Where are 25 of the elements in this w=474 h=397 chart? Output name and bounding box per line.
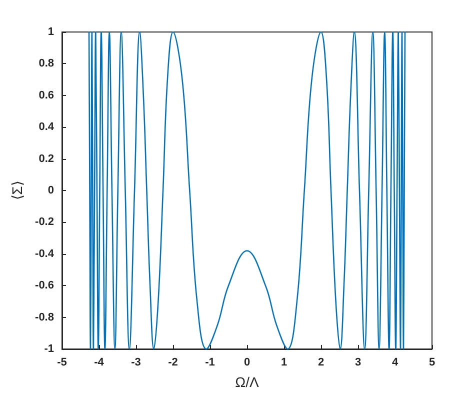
y-tick-label: 0.2 [38, 152, 54, 165]
line-series [88, 31, 406, 350]
y-axis-title: ⟨Σ⟩ [9, 181, 25, 200]
y-tick-label: -0.4 [35, 248, 55, 260]
x-tick-label: 3 [354, 356, 362, 368]
x-tick-label: -1 [205, 356, 215, 368]
x-tick-label: 2 [318, 356, 324, 368]
x-tick-label: -2 [168, 356, 178, 368]
y-tick-label: -0.2 [35, 216, 54, 228]
x-tick-label: 5 [428, 356, 436, 368]
y-tick-label: -0.6 [35, 280, 54, 292]
y-tick-label: -1 [44, 343, 54, 355]
y-tick-label: 1 [48, 26, 54, 38]
x-tick-label: -3 [131, 356, 141, 368]
y-tick-label: 0 [48, 184, 54, 196]
x-tick-label: 0 [244, 356, 250, 368]
x-tick-label: 4 [392, 356, 399, 368]
y-tick-label: 0.6 [38, 89, 54, 102]
x-tick-label: 1 [280, 356, 288, 368]
x-tick-label: -4 [94, 356, 105, 368]
x-axis-title: Ω/Λ [235, 374, 260, 390]
y-tick-label: 0.4 [38, 121, 55, 134]
y-tick-label: 0.8 [38, 58, 54, 70]
y-tick-label: -0.8 [35, 311, 54, 324]
x-tick-label: -5 [57, 356, 67, 368]
